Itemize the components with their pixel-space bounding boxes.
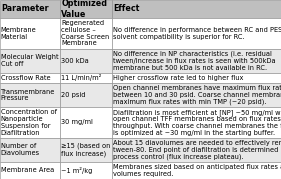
Text: 11 L/min/m²: 11 L/min/m²	[61, 74, 102, 81]
Text: 30 mg/ml: 30 mg/ml	[61, 119, 93, 125]
Bar	[0, 162, 60, 179]
Text: Diafiltration is most efficient at [NP] ~50 mg/ml with
open channel TFF membrane: Diafiltration is most efficient at [NP] …	[113, 109, 281, 136]
Bar	[60, 138, 112, 162]
Bar	[60, 49, 112, 73]
Text: No difference in NP characteristics (i.e. residual
tween/increase in flux rates : No difference in NP characteristics (i.e…	[113, 51, 276, 71]
Bar	[60, 18, 112, 49]
Text: 300 kDa: 300 kDa	[61, 58, 89, 64]
Text: About 15 diavolumes are needed to effectively remove
tween-80. End point of diaf: About 15 diavolumes are needed to effect…	[113, 140, 281, 160]
Text: Optimized
Value: Optimized Value	[61, 0, 107, 19]
Text: Open channel membranes have maximum flux rates
between 10 and 30 psid. Coarse ch: Open channel membranes have maximum flux…	[113, 85, 281, 105]
Bar	[0, 107, 60, 138]
Bar	[0, 18, 60, 49]
Bar	[112, 49, 281, 73]
Text: Higher crossflow rate led to higher flux: Higher crossflow rate led to higher flux	[113, 75, 244, 81]
Bar	[112, 83, 281, 107]
Bar	[112, 138, 281, 162]
Bar	[0, 49, 60, 73]
Bar	[60, 162, 112, 179]
Bar	[112, 18, 281, 49]
Text: Number of
Diavolumes: Number of Diavolumes	[1, 144, 40, 156]
Bar	[0, 138, 60, 162]
Text: 20 psid: 20 psid	[61, 92, 86, 98]
Bar	[60, 0, 112, 18]
Text: Membrane
Material: Membrane Material	[1, 27, 37, 40]
Bar	[0, 83, 60, 107]
Bar	[60, 73, 112, 83]
Text: No difference in performance between RC and PES, but
solvent compatibility is su: No difference in performance between RC …	[113, 27, 281, 40]
Text: Concentration of
Nanoparticle
Suspension for
Diafiltration: Concentration of Nanoparticle Suspension…	[1, 109, 57, 136]
Text: ~1 m²/kg: ~1 m²/kg	[61, 167, 93, 174]
Bar	[112, 162, 281, 179]
Bar	[112, 73, 281, 83]
Text: Regenerated
cellulose –
Coarse Screen
Membrane: Regenerated cellulose – Coarse Screen Me…	[61, 20, 110, 46]
Bar	[0, 0, 60, 18]
Text: Membranes sized based on anticipated flux rates and
volumes required.: Membranes sized based on anticipated flu…	[113, 164, 281, 177]
Bar	[60, 83, 112, 107]
Text: ≥15 (based on
flux increase): ≥15 (based on flux increase)	[61, 143, 111, 157]
Text: Transmembrane
Pressure: Transmembrane Pressure	[1, 89, 55, 101]
Text: Effect: Effect	[113, 4, 140, 13]
Text: Molecular Weight
Cut off: Molecular Weight Cut off	[1, 54, 58, 67]
Bar	[112, 107, 281, 138]
Bar	[60, 107, 112, 138]
Text: Parameter: Parameter	[1, 4, 48, 13]
Bar	[0, 73, 60, 83]
Text: Membrane Area: Membrane Area	[1, 167, 54, 173]
Bar	[112, 0, 281, 18]
Text: Crossflow Rate: Crossflow Rate	[1, 75, 51, 81]
